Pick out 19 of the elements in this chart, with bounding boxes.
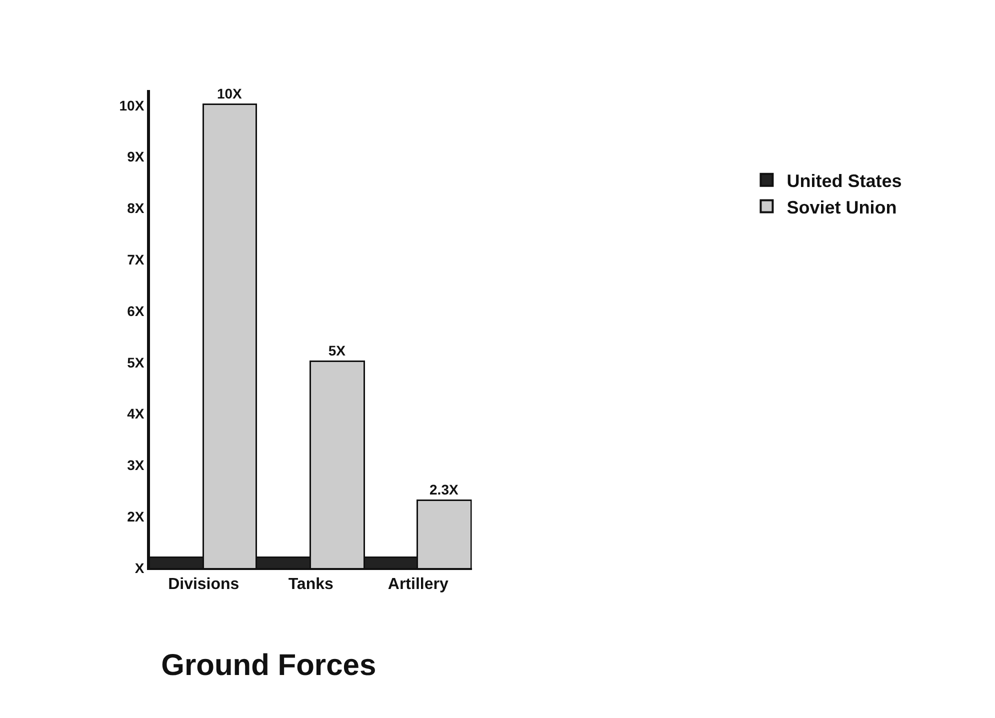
y-tick-label: 2X [127,508,145,524]
y-tick-label: X [134,560,145,576]
y-tick-label: 6X [127,302,145,319]
y-tick-label: 10X [119,97,145,114]
legend-label: United States [786,170,902,191]
y-tick-label: 9X [127,148,145,165]
x-tick-label: Divisions [168,576,240,594]
x-tick-label: Artillery [388,576,448,594]
legend-label: Soviet Union [786,197,897,218]
data-label: 2.3X [430,481,459,498]
data-label: 10X [216,85,243,102]
data-label: 5X [328,342,346,358]
y-tick-label: 3X [127,457,145,474]
y-tick-label: 8X [127,200,145,216]
x-tick-label: Tanks [288,576,334,594]
text: Ground Forces [161,648,376,682]
y-tick-label: 4X [127,406,145,422]
y-tick-label: 7X [127,252,145,268]
y-tick-label: 5X [127,354,145,370]
